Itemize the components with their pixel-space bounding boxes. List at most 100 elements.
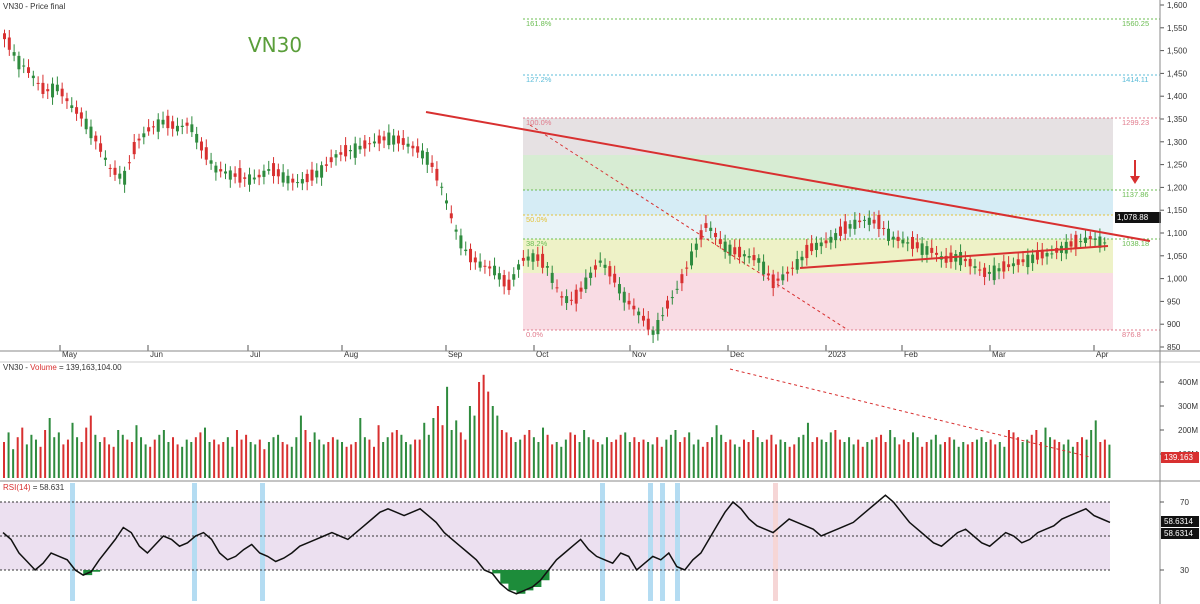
rsi-panel: RSI(14) = 58.631 70 30 58.6314 58.6314 bbox=[0, 483, 1199, 601]
volume-bar bbox=[446, 386, 449, 478]
rsi-last-label: 58.6314 bbox=[1164, 517, 1193, 526]
volume-bar bbox=[295, 437, 298, 478]
candle-body bbox=[968, 258, 972, 267]
volume-bar bbox=[852, 444, 855, 478]
volume-bar bbox=[1021, 442, 1024, 478]
volume-bar bbox=[30, 434, 33, 478]
volume-bar bbox=[880, 434, 883, 478]
volume-bar bbox=[733, 444, 736, 478]
volume-bar bbox=[478, 382, 481, 478]
volume-bar bbox=[816, 437, 819, 478]
candle-body bbox=[425, 152, 429, 165]
x-tick-label: Mar bbox=[992, 350, 1006, 359]
candle-body bbox=[329, 157, 333, 163]
rsi-line bbox=[2, 494, 1111, 595]
candle-body bbox=[233, 173, 237, 177]
volume-bar bbox=[66, 439, 69, 478]
volume-bar bbox=[957, 446, 960, 478]
volume-bar bbox=[510, 437, 513, 478]
y-tick-label: 1,600 bbox=[1167, 1, 1188, 10]
candle-body bbox=[997, 268, 1001, 272]
volume-bar bbox=[542, 427, 545, 478]
candle-body bbox=[7, 37, 11, 50]
volume-bar bbox=[893, 437, 896, 478]
volume-bar bbox=[309, 442, 312, 478]
candle-body bbox=[1093, 238, 1097, 240]
y-tick-label: 1,050 bbox=[1167, 252, 1188, 261]
candle-body bbox=[372, 141, 376, 144]
volume-bar bbox=[409, 444, 412, 478]
y-tick-label: 1,500 bbox=[1167, 47, 1188, 56]
candle-body bbox=[243, 177, 247, 179]
candle-body bbox=[166, 115, 170, 129]
volume-bar bbox=[327, 442, 330, 478]
rsi-y-tick-label: 30 bbox=[1180, 566, 1189, 575]
volume-bar bbox=[825, 442, 828, 478]
candle-body bbox=[214, 165, 218, 173]
candle-body bbox=[747, 256, 751, 258]
candle-body bbox=[382, 136, 386, 141]
volume-bar bbox=[377, 425, 380, 478]
price-panel: 161.8% 1560.25 127.2% 1414.11 100.0% 1299.23 1… bbox=[3, 1, 1188, 359]
y-tick-label: 1,000 bbox=[1167, 275, 1188, 284]
candle-body bbox=[1011, 263, 1015, 267]
candle-body bbox=[435, 168, 439, 181]
volume-bar bbox=[683, 437, 686, 478]
candle-body bbox=[589, 272, 593, 278]
fib-zone-green bbox=[523, 155, 1113, 190]
volume-bar bbox=[647, 442, 650, 478]
volume-bar bbox=[761, 442, 764, 478]
volume-bar bbox=[313, 432, 316, 478]
volume-bar bbox=[286, 444, 289, 478]
candle-body bbox=[882, 227, 886, 229]
candle-body bbox=[406, 143, 410, 147]
candle-body bbox=[497, 273, 501, 280]
volume-bar bbox=[820, 439, 823, 478]
volume-bar bbox=[263, 449, 266, 478]
volume-bar bbox=[39, 446, 42, 478]
volume-bar bbox=[939, 444, 942, 478]
candle-body bbox=[238, 168, 242, 183]
candle-body bbox=[363, 140, 367, 149]
volume-bar bbox=[1026, 439, 1029, 478]
volume-bar bbox=[989, 439, 992, 478]
fib-zone-blue bbox=[523, 190, 1113, 215]
candle-body bbox=[694, 243, 698, 250]
volume-y-axis: 400M300M200M100M bbox=[1160, 378, 1198, 459]
volume-bar bbox=[185, 439, 188, 478]
volume-bar bbox=[500, 430, 503, 478]
volume-bar bbox=[866, 442, 869, 478]
candle-body bbox=[127, 162, 131, 164]
volume-bar bbox=[706, 442, 709, 478]
volume-bar bbox=[774, 444, 777, 478]
candle-body bbox=[469, 248, 473, 263]
volume-bar bbox=[427, 434, 430, 478]
candle-body bbox=[46, 89, 50, 92]
volume-bar bbox=[966, 444, 969, 478]
x-tick-label: Oct bbox=[536, 350, 549, 359]
volume-bar bbox=[16, 437, 19, 478]
candle-body bbox=[368, 143, 372, 145]
rsi-title-name: RSI(14) bbox=[3, 483, 31, 492]
candle-body bbox=[17, 55, 21, 70]
candle-body bbox=[978, 269, 982, 271]
volume-bar bbox=[679, 442, 682, 478]
volume-bar bbox=[190, 442, 193, 478]
y-tick-label: 1,400 bbox=[1167, 92, 1188, 101]
candle-body bbox=[65, 98, 69, 102]
volume-bar bbox=[697, 439, 700, 478]
volume-bar bbox=[117, 430, 120, 478]
fib-right-label: 1414.11 bbox=[1122, 75, 1149, 84]
x-tick-label: Dec bbox=[730, 350, 744, 359]
y-tick-label: 900 bbox=[1167, 320, 1181, 329]
candle-body bbox=[574, 289, 578, 304]
candle-body bbox=[723, 241, 727, 252]
volume-title: VN30 - Volume = 139,163,104.00 bbox=[3, 363, 122, 372]
candle-body bbox=[123, 170, 127, 185]
volume-bar bbox=[48, 418, 51, 478]
volume-bar bbox=[112, 446, 115, 478]
volume-bar bbox=[290, 446, 293, 478]
candle-body bbox=[666, 300, 669, 309]
x-tick-label: Sep bbox=[448, 350, 463, 359]
volume-bar bbox=[642, 439, 645, 478]
